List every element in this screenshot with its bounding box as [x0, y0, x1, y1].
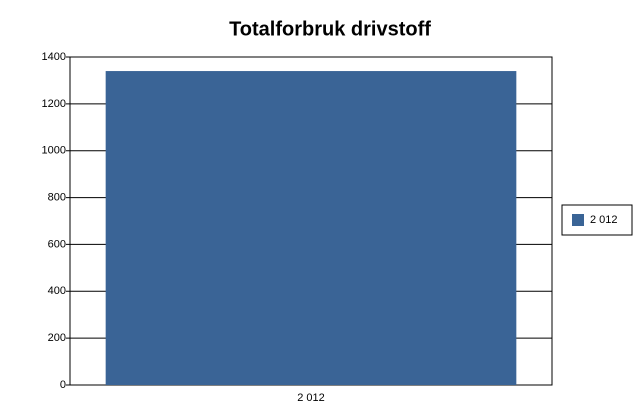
chart-title: Totalforbruk drivstoff	[229, 18, 431, 40]
bar	[105, 71, 517, 386]
legend-label: 2 012	[590, 214, 618, 226]
y-tick-label: 1400	[42, 51, 66, 63]
y-tick-label: 800	[48, 191, 66, 203]
x-tick-label: 2 012	[297, 392, 325, 404]
legend-swatch	[572, 214, 584, 226]
y-tick-label: 1200	[42, 98, 66, 110]
y-tick-label: 1000	[42, 145, 66, 157]
y-tick-label: 0	[60, 379, 66, 391]
y-tick-label: 400	[48, 285, 66, 297]
y-tick-label: 600	[48, 238, 66, 250]
y-tick-label: 200	[48, 332, 66, 344]
